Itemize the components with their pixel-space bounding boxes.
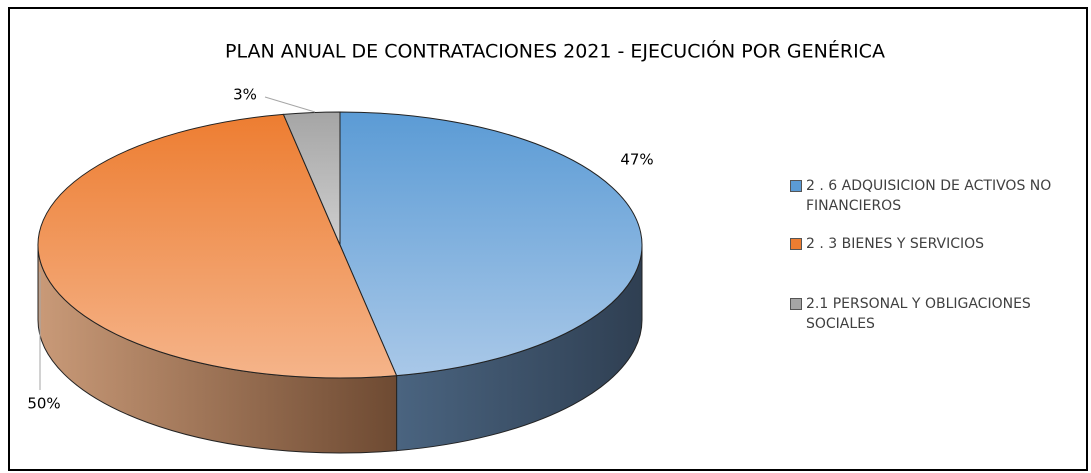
legend-item: 2 . 6 ADQUISICION DE ACTIVOS NO FINANCIE… <box>790 176 1085 216</box>
chart-title: PLAN ANUAL DE CONTRATACIONES 2021 - EJEC… <box>225 39 885 63</box>
pie-slice <box>38 113 398 379</box>
legend-label: 2.1 PERSONAL Y OBLIGACIONES SOCIALES <box>806 296 1031 332</box>
legend-label: 2 . 3 BIENES Y SERVICIOS <box>806 236 985 252</box>
data-label: 3% <box>233 86 257 104</box>
legend-label: 2 . 6 ADQUISICION DE ACTIVOS NO FINANCIE… <box>806 178 1052 214</box>
legend-swatch <box>790 180 802 192</box>
data-label: 50% <box>27 395 60 413</box>
data-label: 47% <box>620 151 653 169</box>
legend-swatch <box>790 298 802 310</box>
pie-slice <box>282 111 341 246</box>
leader-line <box>264 96 316 113</box>
legend-swatch <box>790 238 802 250</box>
pie-slice <box>339 111 643 377</box>
legend-item: 2.1 PERSONAL Y OBLIGACIONES SOCIALES <box>790 294 1085 334</box>
legend-item: 2 . 3 BIENES Y SERVICIOS <box>790 234 1085 254</box>
